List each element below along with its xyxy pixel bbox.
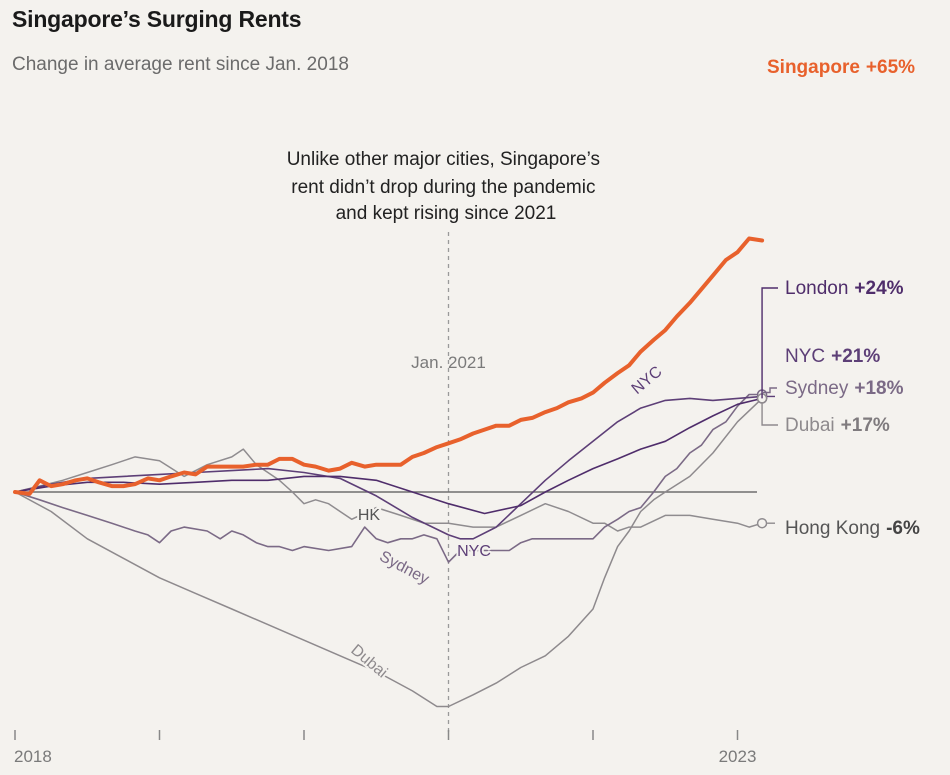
end-label-city: NYC [785, 346, 825, 367]
x-tick-label: 2023 [719, 747, 757, 766]
leader-line [762, 387, 777, 394]
end-label-nyc: NYC +21% [785, 346, 880, 367]
end-label-value: -6% [886, 518, 920, 539]
end-label-value: +65% [866, 57, 915, 78]
annotation-line: rent didn’t drop during the pandemic [291, 177, 595, 198]
series-line-singapore [13, 236, 765, 496]
end-label-value: +24% [854, 278, 903, 299]
jan-2021-label: Jan. 2021 [411, 353, 486, 372]
x-axis-ticks [14, 730, 739, 740]
inline-label-hk: HK [358, 507, 381, 524]
inline-label-nyc: NYC [457, 543, 491, 560]
series-line-hongkong [14, 448, 763, 532]
end-label-dubai: Dubai +17% [785, 415, 890, 436]
end-label-singapore: Singapore +65% [767, 57, 915, 78]
annotation-line: and kept rising since 2021 [336, 203, 557, 224]
end-labels: Singapore +65% London +24% NYC +21% Sydney +… [767, 57, 920, 539]
series-line-london [14, 397, 763, 515]
end-label-city: London [785, 278, 848, 299]
chart-title: Singapore’s Surging Rents [12, 6, 302, 32]
annotation-text: Unlike other major cities, Singapore’s r… [287, 149, 606, 224]
end-label-value: +21% [831, 346, 880, 367]
end-label-city: Hong Kong [785, 518, 880, 539]
inline-label-sydney: Sydney [377, 548, 432, 588]
series-group [13, 236, 778, 708]
end-label-value: +17% [841, 415, 890, 436]
leader-line [761, 402, 778, 426]
annotation-line: Unlike other major cities, Singapore’s [287, 149, 600, 170]
end-label-value: +18% [854, 378, 903, 399]
series-line-nyc [14, 395, 763, 540]
end-label-sydney: Sydney +18% [785, 378, 904, 399]
end-marker-hongkong [756, 517, 768, 529]
chart-subtitle: Change in average rent since Jan. 2018 [12, 54, 349, 75]
end-label-hongkong: Hong Kong -6% [785, 518, 920, 539]
series-line-sydney [14, 393, 763, 563]
end-label-london: London +24% [785, 278, 904, 299]
leader-line [761, 287, 778, 399]
end-label-city: Sydney [785, 378, 849, 399]
series-line-dubai [14, 397, 763, 708]
end-label-city: Dubai [785, 415, 835, 436]
x-tick-label: 2018 [14, 747, 52, 766]
inline-label-nyc: NYC [629, 363, 666, 398]
end-label-city: Singapore [767, 57, 860, 78]
